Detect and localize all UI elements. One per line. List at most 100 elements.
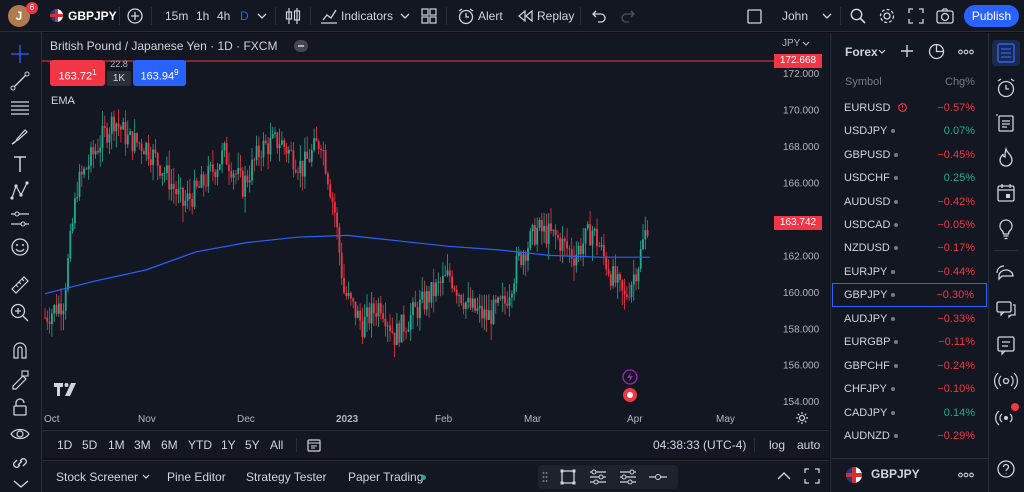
undo-icon[interactable]	[592, 9, 606, 23]
pie-chart-icon[interactable]	[928, 43, 945, 60]
interval-d[interactable]: D	[240, 9, 249, 23]
watchlist-row[interactable]: EURJPY −0.44%	[832, 261, 988, 284]
layout-name-button[interactable]: John	[782, 9, 809, 23]
chevron-down-icon[interactable]	[802, 41, 810, 47]
alert-price-tag[interactable]: 172.668	[774, 54, 822, 68]
maximize-panel-icon[interactable]	[804, 468, 820, 484]
symbol-search-button[interactable]: GBPJPY	[68, 9, 117, 23]
tab-strategy-tester[interactable]: Strategy Tester	[246, 470, 327, 484]
chevron-down-icon[interactable]	[878, 49, 886, 55]
help-icon[interactable]	[994, 457, 1018, 481]
clock-timezone[interactable]: 04:38:33 (UTC-4)	[653, 438, 747, 452]
pattern-icon[interactable]	[9, 180, 31, 202]
chevron-down-icon[interactable]	[822, 12, 832, 20]
alert-button[interactable]: Alert	[478, 9, 503, 23]
gear-icon[interactable]	[878, 7, 896, 25]
watchlist-symbol-header[interactable]: Symbol	[845, 76, 882, 88]
compare-add-icon[interactable]	[127, 8, 143, 24]
link-icon[interactable]	[9, 452, 31, 474]
zoom-in-icon[interactable]	[9, 302, 31, 324]
chevron-up-icon[interactable]	[776, 470, 792, 482]
watchlist-row[interactable]: USDJPY 0.07%	[832, 120, 988, 143]
watchlist-row[interactable]: NZDUSD −0.17%	[832, 237, 988, 260]
sell-button[interactable]: 163.721	[50, 60, 105, 86]
chevron-down-icon[interactable]	[142, 474, 150, 480]
crosshair-icon[interactable]	[9, 43, 31, 65]
range-1d[interactable]: 1D	[57, 438, 73, 452]
tab-paper-trading[interactable]: Paper Trading	[348, 470, 424, 484]
range-1y[interactable]: 1Y	[221, 438, 236, 452]
minimize-panel-icon[interactable]	[648, 471, 668, 483]
fib-lines-icon[interactable]	[9, 97, 31, 119]
layout-grid-icon[interactable]	[421, 8, 437, 24]
watchlist-row[interactable]: EURGBP −0.11%	[832, 331, 988, 354]
tradingview-logo-icon[interactable]	[53, 381, 77, 397]
search-icon[interactable]	[850, 8, 866, 24]
watchlist-row[interactable]: EURUSD −0.57%	[832, 97, 988, 120]
range-ytd[interactable]: YTD	[188, 438, 212, 452]
more-options-icon[interactable]	[958, 49, 974, 55]
quantity-input[interactable]: 1K	[107, 71, 131, 86]
range-1m[interactable]: 1M	[108, 438, 125, 452]
watchlist-row[interactable]: USDCHF 0.25%	[832, 167, 988, 190]
calendar-icon[interactable]	[994, 181, 1018, 205]
filter-sliders-icon[interactable]	[589, 469, 607, 485]
camera-icon[interactable]	[936, 8, 954, 24]
brush-icon[interactable]	[9, 125, 31, 147]
redo-icon[interactable]	[621, 9, 635, 23]
range-3m[interactable]: 3M	[134, 438, 151, 452]
price-chart[interactable]: 172.000170.000168.000166.000164.000162.0…	[42, 33, 829, 429]
log-scale-toggle[interactable]: log	[769, 438, 786, 452]
alarm-clock-icon[interactable]	[994, 76, 1018, 100]
expand-icon[interactable]	[908, 8, 924, 24]
interval-1h[interactable]: 1h	[196, 9, 210, 23]
event-alert-icon[interactable]	[897, 103, 907, 112]
date-range-icon[interactable]	[307, 438, 321, 452]
emoji-icon[interactable]	[9, 236, 31, 258]
text-icon[interactable]	[9, 153, 31, 175]
lock-drawing-icon[interactable]	[9, 368, 31, 390]
chart-legend-title[interactable]: British Pound / Japanese Yen · 1D · FXCM	[50, 39, 278, 53]
fullscreen-select-icon[interactable]	[747, 9, 762, 24]
candle-type-icon[interactable]	[285, 7, 301, 25]
tab-pine-editor[interactable]: Pine Editor	[167, 470, 226, 484]
data-window-icon[interactable]	[994, 111, 1018, 135]
messages-icon[interactable]	[994, 297, 1018, 321]
range-5y[interactable]: 5Y	[245, 438, 260, 452]
tab-stock-screener[interactable]: Stock Screener	[56, 470, 139, 484]
streams-broadcast-icon[interactable]	[994, 369, 1018, 393]
indicators-icon[interactable]	[320, 8, 338, 24]
currency-label[interactable]: JPY	[782, 38, 801, 49]
ideas-lightbulb-icon[interactable]	[994, 217, 1018, 241]
chart-settings-icon[interactable]	[795, 411, 809, 425]
lock-icon[interactable]	[9, 396, 31, 418]
select-area-icon[interactable]	[560, 469, 576, 485]
interval-15m[interactable]: 15m	[165, 9, 189, 23]
interval-4h[interactable]: 4h	[217, 9, 231, 23]
chevron-down-icon[interactable]	[257, 12, 267, 20]
range-all[interactable]: All	[270, 438, 284, 452]
eye-icon[interactable]	[9, 423, 31, 445]
details-symbol[interactable]: GBPJPY	[871, 467, 920, 481]
ema-indicator-label[interactable]: EMA	[51, 95, 75, 107]
ruler-icon[interactable]	[9, 274, 31, 296]
publish-button[interactable]: Publish	[964, 5, 1019, 27]
watchlist-row[interactable]: GBPUSD −0.45%	[832, 144, 988, 167]
watchlist-row[interactable]: USDCAD −0.05%	[832, 214, 988, 237]
watchlist-row[interactable]: CADJPY 0.14%	[832, 402, 988, 425]
watchlist-change-header[interactable]: Chg%	[945, 76, 975, 88]
chevron-down-icon[interactable]	[400, 12, 410, 20]
indicators-button[interactable]: Indicators	[341, 9, 394, 23]
chart-pane[interactable]	[42, 33, 829, 429]
hotlist-fire-icon[interactable]	[994, 146, 1018, 170]
watchlist-row-selected[interactable]: GBPJPY −0.30%	[832, 283, 987, 307]
notes-icon[interactable]	[994, 333, 1018, 357]
more-options-icon[interactable]	[958, 472, 974, 478]
avatar[interactable]: J	[8, 5, 30, 27]
trend-line-icon[interactable]	[9, 70, 31, 92]
watchlist-row[interactable]: CHFJPY −0.10%	[832, 378, 988, 401]
watchlist-row[interactable]: GBPCHF −0.24%	[832, 355, 988, 378]
add-symbol-icon[interactable]	[900, 44, 914, 58]
replay-icon[interactable]	[517, 10, 533, 22]
lightning-event-icon[interactable]	[622, 369, 638, 385]
